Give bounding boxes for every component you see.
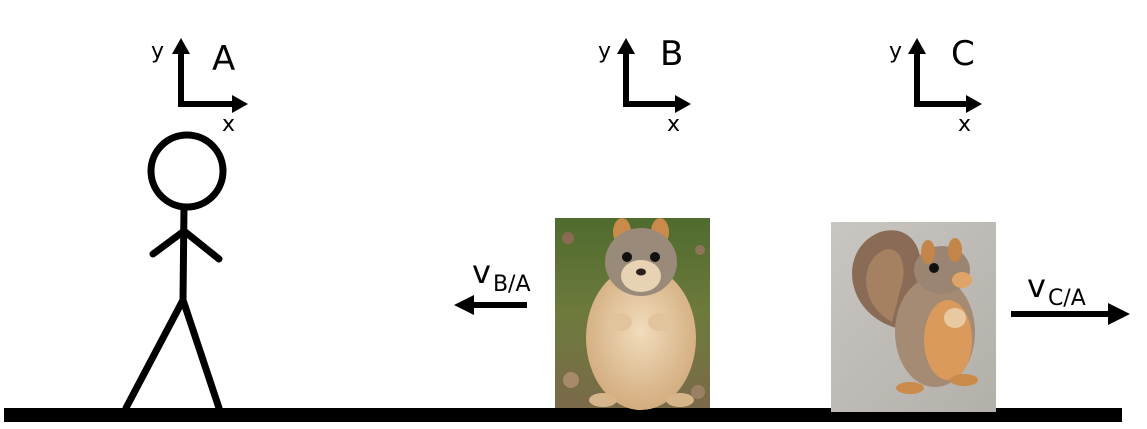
frame-c-label: C bbox=[951, 34, 975, 74]
stick-figure-head bbox=[147, 131, 227, 211]
frame-c-x-label: x bbox=[958, 112, 971, 137]
velocity-c-a-label: vC/A bbox=[1027, 267, 1086, 311]
squirrel-c-photo bbox=[831, 222, 996, 412]
velocity-b-relative-a: vB/A bbox=[454, 253, 531, 315]
frame-a-y-label: y bbox=[151, 39, 164, 64]
squirrel-b-photo bbox=[555, 218, 710, 410]
frame-a-axes: A y x bbox=[151, 38, 248, 137]
frame-b-axes: B y x bbox=[598, 34, 691, 137]
velocity-b-a-label: vB/A bbox=[472, 253, 531, 297]
frame-c-y-label: y bbox=[889, 39, 902, 64]
frame-b-y-label: y bbox=[598, 39, 611, 64]
frame-a-x-label: x bbox=[222, 112, 235, 137]
stick-figure bbox=[122, 131, 227, 412]
velocity-c-relative-a: vC/A bbox=[1011, 267, 1130, 325]
frame-a-label: A bbox=[212, 39, 235, 79]
frame-b-x-label: x bbox=[667, 112, 680, 137]
frame-c-axes: C y x bbox=[889, 34, 982, 137]
frame-b-label: B bbox=[660, 34, 683, 74]
